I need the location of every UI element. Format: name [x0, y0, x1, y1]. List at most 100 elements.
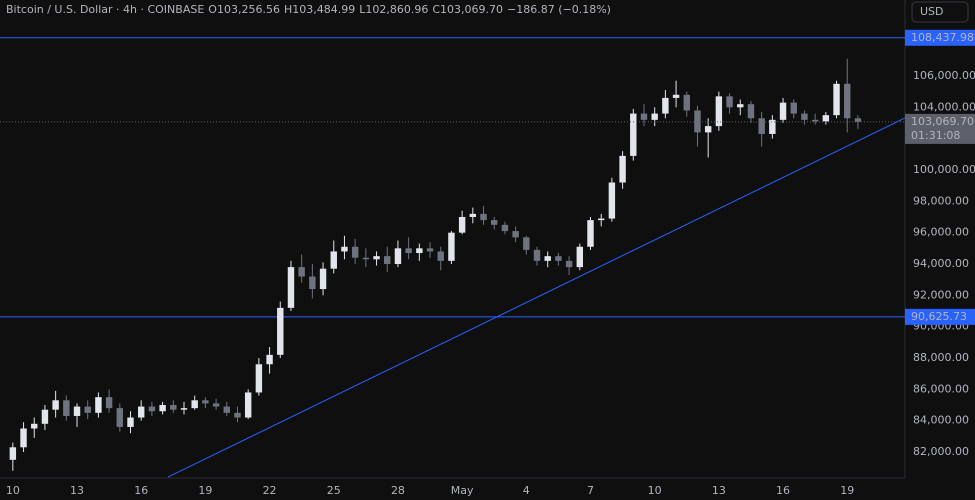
- candle-body: [747, 104, 755, 119]
- y-tick-label: 96,000.00: [913, 226, 969, 239]
- candle-body: [73, 406, 81, 416]
- candle-body: [672, 94, 680, 98]
- candle-body: [437, 251, 444, 261]
- level-label-box: [905, 29, 975, 46]
- candle-body: [287, 267, 295, 308]
- candle-body: [52, 400, 59, 410]
- y-tick-label: 94,000.00: [913, 257, 969, 270]
- candle-body: [31, 423, 38, 429]
- candle-body: [448, 232, 455, 261]
- header: Bitcoin / U.S. Dollar · 4h · COINBASE O 1…: [6, 3, 611, 16]
- candle-body: [212, 403, 220, 407]
- candle-body: [9, 447, 17, 460]
- x-tick-label: 28: [391, 484, 405, 497]
- y-tick-label: 92,000.00: [913, 288, 969, 301]
- candle-body: [737, 104, 744, 108]
- candle-body: [426, 248, 434, 252]
- candle-body: [277, 307, 284, 355]
- ohlc-value: 103,069.70: [440, 3, 503, 16]
- candle-body: [640, 113, 648, 120]
- candle-body: [127, 417, 134, 427]
- candle-body: [651, 113, 658, 120]
- candle-body: [491, 220, 498, 225]
- candle-body: [704, 126, 712, 133]
- candle-body: [544, 256, 551, 261]
- candle-body: [373, 256, 380, 260]
- ohlc-label: C: [432, 3, 440, 16]
- candle-body: [223, 406, 230, 413]
- candle-body: [523, 237, 530, 250]
- candle-body: [630, 113, 637, 156]
- candle-body: [362, 257, 370, 260]
- x-tick-label: 13: [70, 484, 84, 497]
- candle-body: [587, 220, 594, 247]
- candle-body: [41, 409, 49, 424]
- candle-body: [266, 354, 273, 365]
- candle-body: [683, 94, 690, 111]
- candle-body: [822, 115, 830, 122]
- x-tick-label: 25: [327, 484, 341, 497]
- last-price-label: 103,069.70: [911, 115, 974, 128]
- candle-body: [341, 246, 348, 252]
- candle-body: [501, 224, 509, 232]
- plot-area: [0, 37, 905, 478]
- y-tick-label: 106,000.00: [913, 69, 975, 82]
- countdown: 01:31:08: [911, 129, 960, 142]
- candle-body: [458, 216, 466, 233]
- candle-body: [416, 248, 423, 254]
- candle-body: [298, 267, 305, 277]
- level-label: 108,437.98: [911, 31, 974, 44]
- candle-body: [833, 83, 840, 116]
- candle-body: [159, 404, 166, 412]
- candle-body: [597, 218, 605, 221]
- y-tick-label: 86,000.00: [913, 382, 969, 395]
- candle-body: [662, 97, 669, 114]
- candle-body: [148, 406, 156, 412]
- candle-body: [844, 83, 851, 119]
- candle-body: [255, 364, 263, 393]
- candle-body: [811, 119, 819, 122]
- currency[interactable]: USD: [920, 5, 944, 18]
- x-tick-label: 10: [648, 484, 662, 497]
- candle-body: [565, 260, 573, 268]
- candle-body: [608, 182, 616, 219]
- symbol: Bitcoin / U.S. Dollar · 4h · COINBASE: [6, 3, 204, 16]
- candle-body: [234, 412, 241, 418]
- currency-button[interactable]: [911, 1, 969, 23]
- y-tick-label: 104,000.00: [913, 100, 975, 113]
- candle-body: [105, 397, 113, 409]
- x-tick-label: 22: [263, 484, 277, 497]
- candle-body: [790, 102, 797, 114]
- candle-body: [480, 213, 487, 221]
- candle-body: [576, 246, 584, 268]
- candle-body: [555, 256, 562, 261]
- x-tick-label: 13: [712, 484, 726, 497]
- y-tick-label: 82,000.00: [913, 445, 969, 458]
- candle-body: [180, 408, 188, 410]
- axes: 82,000.0084,000.0086,000.0088,000.0090,0…: [6, 29, 975, 497]
- candle-body: [202, 400, 209, 404]
- candle-body: [63, 400, 70, 416]
- candle-body: [95, 397, 102, 413]
- candle-body: [394, 248, 402, 264]
- candle-body: [758, 118, 765, 134]
- change: −186.87 (−0.18%): [507, 3, 611, 16]
- ohlc-label: O: [208, 3, 217, 16]
- ohlc-value: 103,484.99: [292, 3, 355, 16]
- candle-body: [694, 110, 701, 133]
- x-tick-label: 10: [6, 484, 20, 497]
- candle-body: [854, 118, 862, 122]
- candle-body: [330, 251, 337, 269]
- candle-body: [351, 246, 359, 258]
- y-tick-label: 100,000.00: [913, 163, 975, 176]
- candle-body: [170, 404, 177, 410]
- x-tick-label: 7: [587, 484, 594, 497]
- y-tick-label: 84,000.00: [913, 414, 969, 427]
- candle-body: [512, 231, 519, 238]
- x-tick-label: 16: [134, 484, 148, 497]
- candle-body: [116, 408, 124, 427]
- x-tick-label: 4: [523, 484, 530, 497]
- x-tick-label: 19: [840, 484, 854, 497]
